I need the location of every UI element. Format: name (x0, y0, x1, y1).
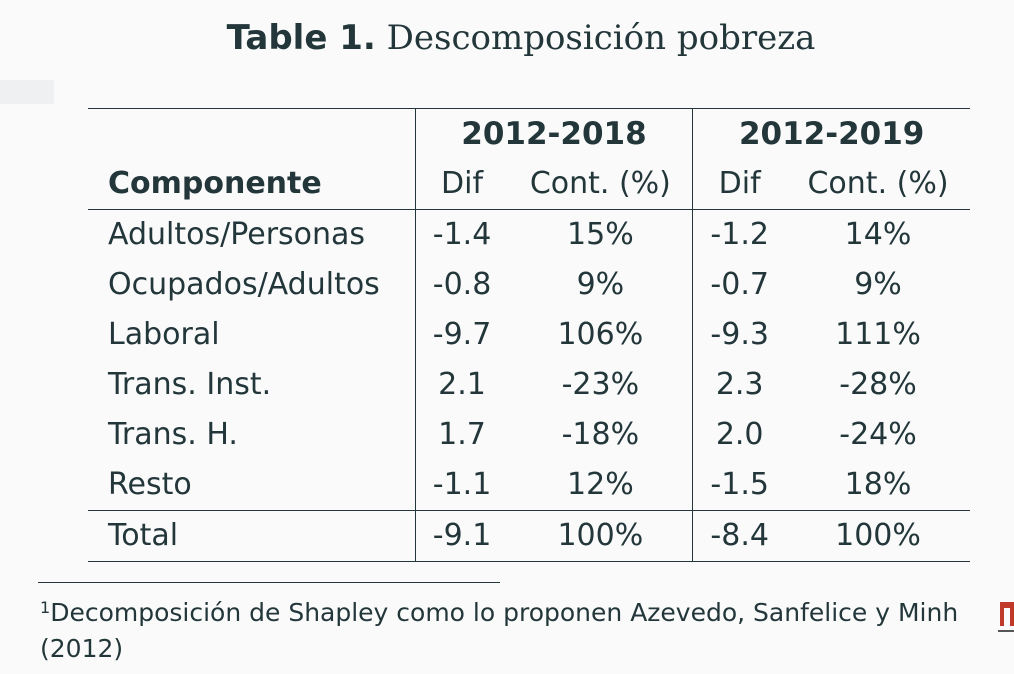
row-dif-2018: 1.7 (414, 410, 509, 460)
row-dif-2019: 2.0 (692, 410, 787, 460)
period-header-row: 2012-2018 2012-2019 (88, 108, 970, 159)
footnote-mark: 1 (40, 598, 51, 617)
table-number: Table 1. (226, 18, 376, 58)
row-dif-2018: -9.7 (414, 310, 509, 360)
row-cont-2018: 12% (567, 467, 634, 502)
row-dif-2019: 2.3 (692, 360, 787, 410)
cont-header-2019: Cont. (%) (786, 159, 970, 210)
table-title: Descomposición pobreza (386, 18, 816, 58)
total-row: Total -9.1 100% -8.4 100% (88, 510, 970, 562)
row-cont-2018: -23% (561, 367, 640, 402)
dif-header-2019: Dif (692, 159, 787, 210)
row-cont-2019: 18% (844, 467, 912, 502)
row-name: Trans. H. (108, 417, 238, 452)
row-cont-2019: 111% (835, 317, 921, 352)
row-cont-2018: 106% (557, 317, 644, 352)
table-row: Trans. Inst. 2.1 -23% 2.3 -28% (88, 360, 970, 410)
row-cont-2019: 9% (854, 267, 902, 302)
header-empty-cell (88, 108, 416, 159)
table-row: Trans. H. 1.7 -18% 2.0 -24% (88, 410, 970, 460)
row-name: Laboral (108, 317, 220, 352)
row-name: Trans. Inst. (108, 367, 272, 402)
total-dif-2018: -9.1 (414, 510, 509, 562)
row-dif-2018: -1.1 (414, 460, 509, 511)
period-header-2012-2019: 2012-2019 (692, 108, 970, 159)
table-caption: Table 1. Descomposición pobreza (0, 16, 1014, 60)
table-row: Resto -1.1 12% -1.5 18% (88, 460, 970, 511)
footnote-text: Decomposición de Shapley como lo propone… (40, 598, 959, 663)
row-cont-2018: 9% (576, 267, 625, 302)
period-header-2012-2018: 2012-2018 (414, 108, 693, 159)
row-cont-2019: 14% (844, 217, 912, 252)
row-dif-2019: -0.7 (692, 260, 787, 310)
footnote-rule (38, 582, 500, 583)
total-cont-2018: 100% (508, 510, 693, 562)
component-header: Componente (88, 159, 416, 210)
row-dif-2018: -0.8 (414, 260, 509, 310)
row-dif-2019: -1.5 (692, 460, 787, 511)
institution-logo-icon (998, 602, 1014, 632)
dif-header-2018: Dif (414, 159, 509, 210)
row-dif-2019: -1.2 (692, 209, 787, 260)
footnote: 1Decomposición de Shapley como lo propon… (40, 590, 970, 667)
table-row: Laboral -9.7 106% -9.3 111% (88, 310, 970, 360)
row-name: Ocupados/Adultos (108, 267, 380, 302)
row-cont-2019: -24% (839, 417, 917, 452)
row-dif-2019: -9.3 (692, 310, 787, 360)
row-cont-2019: -28% (839, 367, 917, 402)
total-cont-2019: 100% (786, 510, 970, 562)
table-row: Adultos/Personas -1.4 15% -1.2 14% (88, 209, 970, 260)
row-name: Adultos/Personas (108, 217, 366, 252)
row-dif-2018: -1.4 (414, 209, 509, 260)
total-dif-2019: -8.4 (692, 510, 787, 562)
faint-box (0, 80, 54, 104)
cont-header-2018: Cont. (%) (508, 159, 693, 210)
row-cont-2018: -18% (561, 417, 640, 452)
column-header-row: Componente Dif Cont. (%) Dif Cont. (%) (88, 159, 970, 210)
table-row: Ocupados/Adultos -0.8 9% -0.7 9% (88, 260, 970, 310)
total-label: Total (88, 510, 416, 562)
row-name: Resto (108, 467, 192, 502)
poverty-decomposition-table: 2012-2018 2012-2019 Componente Dif Cont.… (88, 108, 970, 562)
row-cont-2018: 15% (567, 217, 634, 252)
row-dif-2018: 2.1 (414, 360, 509, 410)
